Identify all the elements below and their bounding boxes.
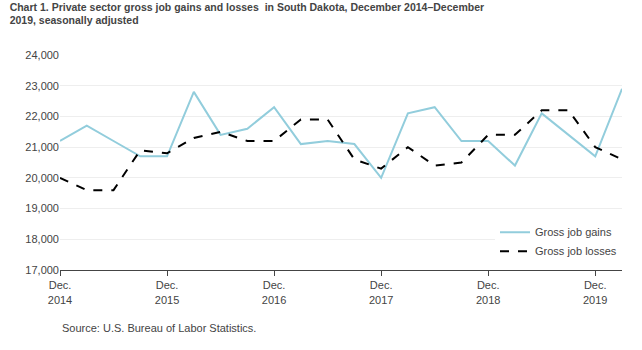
- svg-text:Dec.2015: Dec.2015: [155, 279, 179, 305]
- svg-text:23,000: 23,000: [25, 80, 59, 92]
- svg-text:Dec.2018: Dec.2018: [476, 279, 500, 305]
- svg-text:Dec.2014: Dec.2014: [48, 279, 72, 305]
- svg-text:Source: U.S. Bureau of Labor S: Source: U.S. Bureau of Labor Statistics.: [62, 322, 256, 334]
- svg-text:Dec.2017: Dec.2017: [369, 279, 393, 305]
- svg-text:Chart 1. Private sector gross: Chart 1. Private sector gross job gains …: [10, 1, 484, 27]
- svg-text:18,000: 18,000: [25, 233, 59, 245]
- svg-text:17,000: 17,000: [25, 264, 59, 276]
- svg-text:21,000: 21,000: [25, 141, 59, 153]
- svg-text:Dec.2019: Dec.2019: [583, 279, 607, 305]
- svg-text:24,000: 24,000: [25, 49, 59, 61]
- svg-text:20,000: 20,000: [25, 172, 59, 184]
- svg-text:19,000: 19,000: [25, 202, 59, 214]
- svg-text:Gross job losses: Gross job losses: [535, 245, 617, 257]
- svg-text:Dec.2016: Dec.2016: [262, 279, 286, 305]
- svg-text:Gross job gains: Gross job gains: [535, 226, 612, 238]
- svg-text:22,000: 22,000: [25, 110, 59, 122]
